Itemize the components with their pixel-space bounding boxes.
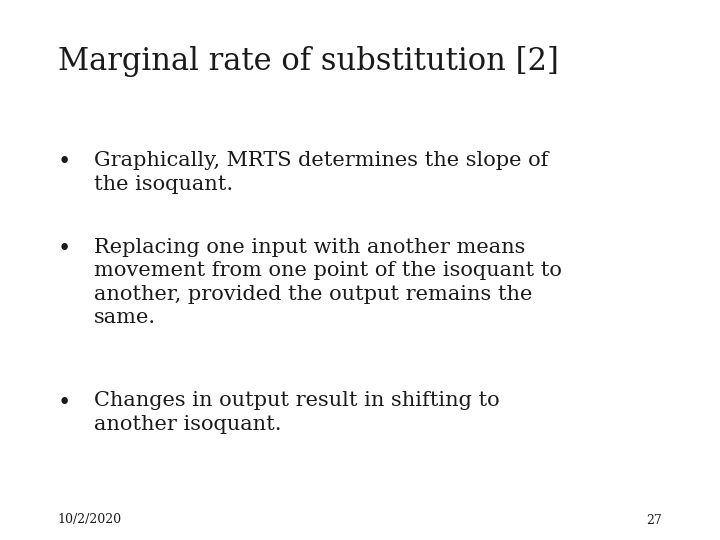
Text: Marginal rate of substitution [2]: Marginal rate of substitution [2] — [58, 46, 559, 77]
Text: Replacing one input with another means
movement from one point of the isoquant t: Replacing one input with another means m… — [94, 238, 562, 327]
Text: •: • — [58, 392, 71, 414]
Text: •: • — [58, 238, 71, 260]
Text: 27: 27 — [647, 514, 662, 526]
Text: Changes in output result in shifting to
another isoquant.: Changes in output result in shifting to … — [94, 392, 499, 434]
Text: 10/2/2020: 10/2/2020 — [58, 514, 122, 526]
Text: •: • — [58, 151, 71, 173]
Text: Graphically, MRTS determines the slope of
the isoquant.: Graphically, MRTS determines the slope o… — [94, 151, 548, 194]
